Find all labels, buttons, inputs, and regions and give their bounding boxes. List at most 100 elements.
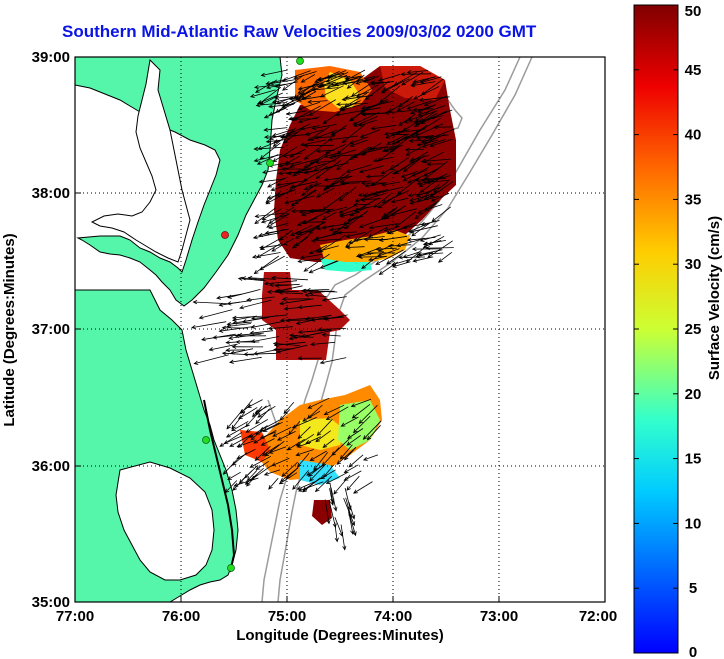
velocity-arrow xyxy=(368,223,399,230)
velocity-arrow xyxy=(271,237,295,252)
velocity-arrow xyxy=(208,343,238,352)
velocity-arrow xyxy=(212,334,239,340)
velocity-arrow xyxy=(412,256,434,263)
velocity-arrow xyxy=(342,79,369,86)
velocity-arrow xyxy=(260,69,288,77)
velocity-arrow xyxy=(398,113,416,127)
velocity-arrow xyxy=(370,81,394,86)
velocity-arrow xyxy=(303,166,333,175)
velocity-arrow xyxy=(303,156,326,168)
velocity-arrow xyxy=(364,80,390,101)
velocity-arrow xyxy=(289,96,312,101)
velocity-arrow xyxy=(267,177,286,188)
velocity-arrow xyxy=(432,125,453,130)
velocity-arrow xyxy=(306,465,324,476)
velocity-arrow xyxy=(322,108,344,125)
velocity-arrow xyxy=(422,151,444,163)
velocity-arrow xyxy=(383,205,407,220)
velocity-arrow xyxy=(300,288,338,293)
velocity-arrow xyxy=(290,189,317,207)
velocity-arrow xyxy=(193,354,229,365)
velocity-arrow xyxy=(263,127,288,132)
velocity-arrow xyxy=(409,151,429,163)
velocity-arrow xyxy=(281,98,301,107)
velocity-arrow xyxy=(297,329,331,335)
velocity-arrow xyxy=(406,70,429,75)
velocity-arrow xyxy=(385,130,406,139)
velocity-arrow xyxy=(424,134,449,140)
map-title: Southern Mid-Atlantic Raw Velocities 200… xyxy=(62,22,537,41)
velocity-arrow xyxy=(271,129,293,137)
velocity-arrow xyxy=(333,474,351,495)
velocity-arrow xyxy=(400,72,432,77)
velocity-arrow xyxy=(240,399,253,414)
velocity-arrow xyxy=(279,298,314,306)
velocity-arrow xyxy=(419,234,441,242)
x-tick-label: 74:00 xyxy=(374,608,412,625)
velocity-arrow xyxy=(293,71,317,80)
x-tick-label: 72:00 xyxy=(579,608,617,625)
velocity-arrow xyxy=(349,146,371,161)
velocity-arrow xyxy=(363,237,389,242)
velocity-arrow xyxy=(304,129,324,136)
velocity-colormap xyxy=(240,66,456,525)
velocity-arrow xyxy=(412,107,433,112)
colorbar-tick-label: 50 xyxy=(685,3,702,20)
velocity-arrow xyxy=(241,276,265,281)
velocity-arrow xyxy=(253,255,280,275)
velocity-arrow xyxy=(316,187,335,198)
velocity-arrow xyxy=(324,182,349,190)
velocity-arrow xyxy=(252,232,280,240)
velocity-arrow xyxy=(339,444,353,460)
y-tick-label: 37:00 xyxy=(32,321,70,338)
velocity-arrow xyxy=(228,333,262,341)
velocity-arrow xyxy=(341,124,366,143)
velocity-arrow xyxy=(365,174,385,179)
velocity-arrow xyxy=(358,218,384,228)
velocity-arrow xyxy=(407,192,430,198)
colorbar-tick-label: 45 xyxy=(685,62,702,79)
velocity-arrow xyxy=(263,469,281,476)
velocity-arrow xyxy=(417,105,446,116)
colorbar-tick-label: 25 xyxy=(685,321,702,338)
velocity-arrow xyxy=(232,476,246,491)
velocity-arrow xyxy=(248,425,268,438)
velocity-arrow xyxy=(253,146,285,151)
velocity-arrow xyxy=(337,230,358,235)
velocity-arrow xyxy=(288,180,306,192)
velocity-arrow xyxy=(427,240,453,259)
velocity-arrow xyxy=(241,315,279,324)
velocity-arrow xyxy=(338,204,357,214)
velocity-arrow xyxy=(253,153,282,163)
velocity-arrow xyxy=(354,190,383,203)
velocity-arrow xyxy=(281,297,311,302)
velocity-arrow xyxy=(229,434,252,447)
velocity-arrow xyxy=(378,261,399,276)
velocity-arrow xyxy=(334,522,339,543)
velocity-arrow xyxy=(310,341,335,347)
station-marker xyxy=(296,57,304,65)
colorbar-tick-label: 40 xyxy=(685,127,702,144)
velocity-arrow xyxy=(279,409,291,421)
velocity-arrow xyxy=(347,428,364,440)
velocity-arrow xyxy=(429,138,453,148)
velocity-arrow xyxy=(405,146,422,156)
velocity-arrow xyxy=(390,197,409,204)
velocity-arrow xyxy=(426,162,446,167)
velocity-arrow xyxy=(408,138,433,143)
velocity-arrow xyxy=(266,213,291,228)
velocity-arrow xyxy=(360,192,387,202)
velocity-arrow xyxy=(377,192,402,209)
x-tick-label: 75:00 xyxy=(268,608,306,625)
velocity-arrow xyxy=(231,420,249,432)
velocity-arrow xyxy=(219,431,243,447)
velocity-arrow xyxy=(349,139,368,147)
velocity-arrow xyxy=(368,226,388,238)
velocity-arrow xyxy=(321,211,337,221)
velocity-arrow xyxy=(268,103,294,109)
velocity-arrow xyxy=(424,204,443,211)
velocity-arrow xyxy=(308,260,338,274)
velocity-arrow xyxy=(409,195,439,205)
velocity-arrow xyxy=(314,160,337,165)
velocity-arrow xyxy=(268,102,296,116)
